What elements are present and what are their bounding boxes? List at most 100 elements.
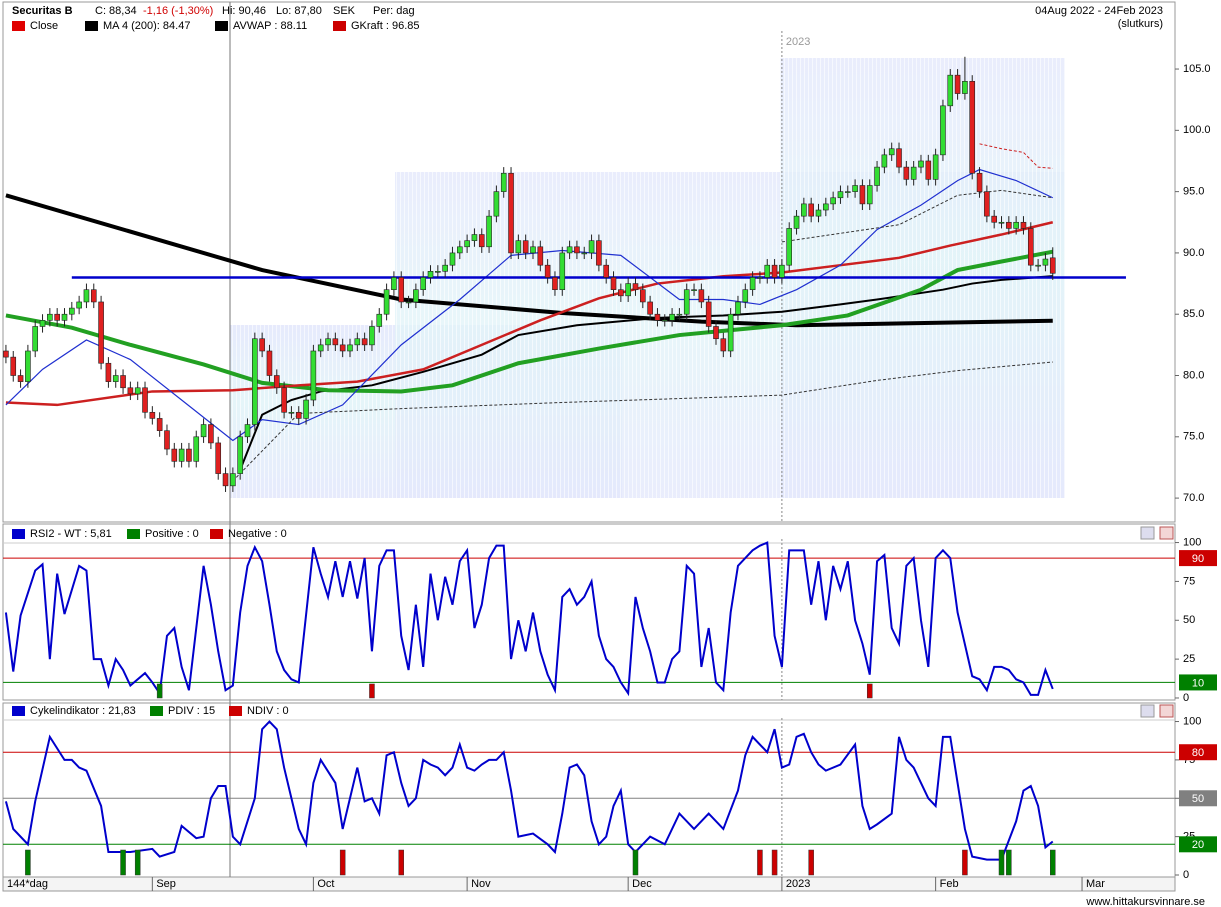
close-icon[interactable] [1159,704,1174,718]
candle-body [47,313,53,321]
level-label: 50 [1192,793,1204,805]
candle-body [281,387,287,413]
candle-body [1006,221,1012,229]
candle-body [1042,258,1049,266]
candle-body [456,246,463,254]
candle-body [705,301,712,327]
signal-bar [156,683,163,699]
candle-body [471,234,478,241]
candle-body [435,271,441,273]
candle-body [178,448,185,462]
candle-body [317,344,324,352]
candle-body [537,246,544,266]
candle-body [786,228,793,266]
quote-high: Hi: 90,46 [222,5,266,17]
candle-body [1035,264,1041,267]
y-tick-label: 100.0 [1183,124,1211,136]
legend-swatch [12,706,25,716]
candle-body [837,191,844,199]
candle-body [69,307,75,315]
legend-label: MA 4 (200): 84.47 [103,20,190,32]
candle-body [427,271,434,278]
candle-body [142,387,148,413]
y-tick-label: 90.0 [1183,247,1204,259]
signal-bar [771,849,778,876]
y-tick-label: 0 [1183,869,1189,881]
candle-body [90,289,97,303]
candle-body [888,148,895,156]
signal-bar [866,683,873,699]
legend-label: AVWAP : 88.11 [233,20,307,32]
candle-body [830,197,836,205]
quote-currency: SEK [333,5,356,17]
x-tick-label: Nov [471,878,491,890]
candle-body [683,289,690,315]
candle-body [266,350,273,376]
indicator-line [5,249,1054,394]
x-tick-label: Mar [1086,878,1105,890]
candle-body [603,264,610,278]
level-box [1179,744,1217,761]
time-axis [2,876,1176,892]
candle-body [325,338,331,346]
candle-body [112,375,119,382]
legend-swatch [150,706,163,716]
candle-body [940,105,946,156]
candle-body [727,313,734,352]
candle-body [405,301,412,304]
legend-label: Negative : 0 [228,528,287,540]
level-box [1179,836,1217,853]
signal-bar [808,849,814,876]
quote-low: Lo: 87,80 [276,5,322,17]
indicator-line [979,143,1053,169]
candle-body [874,166,880,186]
x-tick-label: Sep [156,878,176,890]
rsi-frame [2,523,1176,701]
y-tick-label: 95.0 [1183,186,1204,198]
candle-body [230,473,236,487]
tool-icon[interactable] [1140,704,1155,718]
candle-body [500,172,507,192]
candle-body [808,203,814,217]
candle-body [757,277,763,279]
quote-change: -1,16 (-1,30%) [143,5,213,17]
candle-body [881,154,888,168]
candle-body [98,301,104,364]
legend-label: GKraft : 96.85 [351,20,419,32]
signal-bar [998,849,1005,876]
candle-body [149,411,156,419]
candle-body [17,375,24,382]
candle-body [610,277,617,290]
legend-label: RSI2 - WT : 5,81 [30,528,112,540]
legend-swatch [12,529,25,539]
candle-body [222,473,229,487]
candle-body [859,185,866,205]
indicator-line [4,541,1054,697]
candle-body [566,246,573,254]
candle-body [522,240,529,254]
level-label: 80 [1192,747,1204,759]
close-icon[interactable] [1159,526,1174,540]
candle-body [54,313,60,321]
candle-body [515,240,522,254]
legend-label: Cykelindikator : 21,83 [30,705,136,717]
candle-body [625,283,631,297]
candle-body [215,442,222,474]
candle-body [493,191,500,217]
candle-body [208,424,214,444]
candle-body [998,221,1005,224]
legend-label: NDIV : 0 [247,705,289,717]
level-label: 10 [1192,677,1204,689]
tool-icon[interactable] [1140,526,1155,540]
candle-body [771,264,778,278]
candle-body [10,356,17,376]
candle-body [398,277,405,303]
candle-body [844,191,851,193]
candle-body [193,436,200,462]
candle-body [1020,221,1027,229]
candle-body [947,74,954,107]
candle-body [420,277,426,290]
candle-body [186,448,192,462]
candle-body [273,375,280,389]
